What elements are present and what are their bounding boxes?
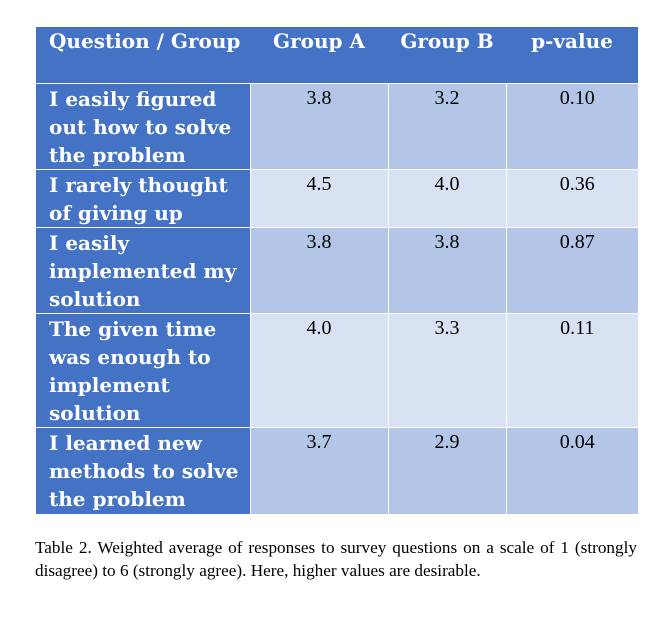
p-value-cell: 0.11: [505, 313, 638, 428]
table-row: I easily implemented my solution 3.8 3.8…: [36, 227, 638, 314]
p-value-cell: 0.87: [505, 227, 638, 314]
question-cell: I rarely thought of giving up: [36, 169, 250, 228]
group-b-cell: 2.9: [387, 427, 506, 514]
group-a-cell: 4.5: [249, 169, 388, 228]
p-value-cell: 0.10: [505, 83, 638, 170]
question-cell: I easily implemented my solution: [36, 227, 250, 314]
table-row: The given time was enough to implement s…: [36, 313, 638, 428]
p-value-cell: 0.04: [505, 427, 638, 514]
header-p-value: p-value: [506, 27, 638, 84]
group-b-cell: 4.0: [387, 169, 506, 228]
question-cell: I learned new methods to solve the probl…: [36, 427, 250, 514]
question-cell: The given time was enough to implement s…: [36, 313, 250, 428]
group-a-cell: 3.8: [249, 83, 388, 170]
header-question: Question / Group: [36, 27, 250, 84]
header-group-a: Group A: [250, 27, 388, 84]
table-row: I easily figured out how to solve the pr…: [36, 83, 638, 170]
survey-results-table: Question / Group Group A Group B p-value…: [36, 27, 638, 514]
group-b-cell: 3.8: [387, 227, 506, 314]
table-row: I learned new methods to solve the probl…: [36, 427, 638, 514]
group-a-cell: 4.0: [249, 313, 388, 428]
table-row: I rarely thought of giving up 4.5 4.0 0.…: [36, 169, 638, 228]
table-caption: Table 2. Weighted average of responses t…: [35, 538, 637, 580]
group-a-cell: 3.7: [249, 427, 388, 514]
group-a-cell: 3.8: [249, 227, 388, 314]
header-group-b: Group B: [388, 27, 506, 84]
p-value-cell: 0.36: [505, 169, 638, 228]
table-header-row: Question / Group Group A Group B p-value: [36, 27, 638, 84]
group-b-cell: 3.3: [387, 313, 506, 428]
question-cell: I easily figured out how to solve the pr…: [36, 83, 250, 170]
group-b-cell: 3.2: [387, 83, 506, 170]
